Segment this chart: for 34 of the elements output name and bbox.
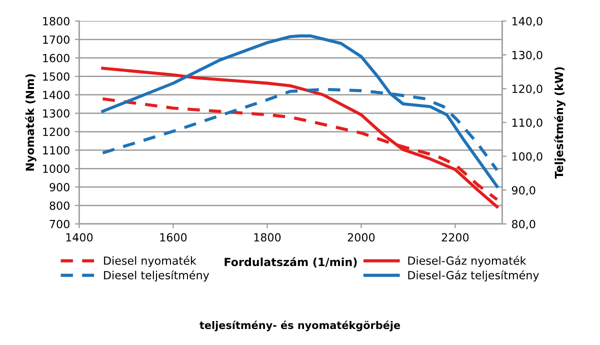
y2-tick-label: 120,0 [512, 84, 542, 94]
y-tick-label: 1000 [43, 164, 70, 173]
x-axis-title: Fordulatszám (1/min) [224, 257, 357, 268]
y2-tick-label: 110,0 [512, 118, 542, 128]
y2-tick-label: 90,0 [512, 186, 536, 196]
text: teljesítmény- és nyomatékgörbéje [200, 320, 400, 332]
y-tick-label: 1500 [43, 72, 70, 81]
y-tick-label: 700 [50, 220, 70, 228]
x-tick-label: 2000 [348, 233, 375, 242]
y-tick-label: 800 [50, 201, 70, 210]
y2-tick-label: 140,0 [512, 17, 542, 27]
legend-label: Diesel nyomaték [104, 256, 196, 267]
y-tick-label: 1600 [43, 54, 70, 62]
y-tick-label: 1400 [43, 90, 70, 100]
line-series [101, 66, 499, 208]
y2-tick-label: 130,0 [512, 50, 542, 60]
y-tick-label: 1800 [43, 17, 70, 26]
y-tick-label: 1200 [43, 128, 70, 136]
y-tick-label: 1700 [43, 35, 70, 44]
y-tick-label: 1300 [43, 109, 70, 118]
y-axis-title: Nyomaték (Nm) [25, 74, 36, 171]
y2-tick-label: 80,0 [512, 220, 536, 230]
legend-label: Diesel-Gáz teljesítmény [408, 270, 539, 282]
line-series [101, 34, 499, 188]
y2-tick-label: 100,0 [512, 152, 542, 162]
x-tick-label: 1600 [160, 233, 187, 242]
y2-axis-title: Teljesítmény (kW) [554, 67, 566, 179]
x-tick-label: 1400 [66, 233, 93, 242]
legend-label: Diesel teljesítmény [104, 270, 210, 282]
y-tick-label: 900 [50, 182, 70, 192]
legend-label: Diesel-Gáz nyomaték [408, 256, 526, 267]
x-tick-label: 2200 [442, 233, 469, 242]
y-tick-label: 1100 [43, 146, 70, 155]
x-tick-label: 1800 [254, 233, 281, 242]
